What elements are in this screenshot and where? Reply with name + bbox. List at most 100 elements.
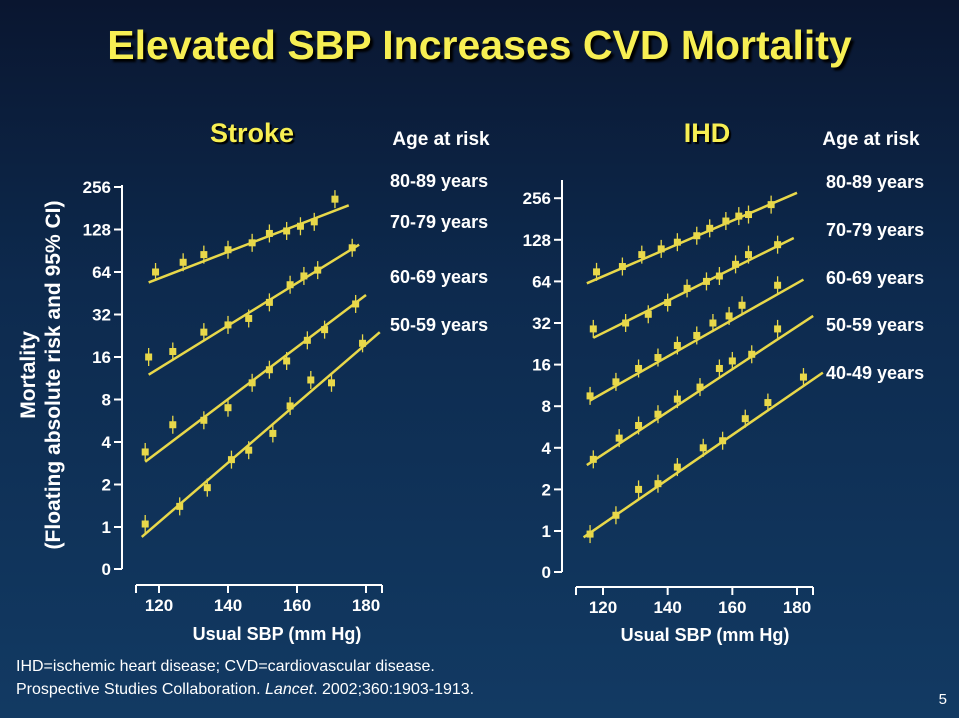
- data-point: [348, 244, 356, 252]
- data-point: [248, 239, 256, 247]
- y-tick-label: 0: [542, 563, 551, 582]
- series-70-79-years: [589, 235, 795, 339]
- legend-item: 80-89 years: [826, 172, 924, 192]
- data-point: [644, 310, 652, 318]
- data-point: [307, 376, 315, 384]
- data-point: [699, 444, 707, 452]
- x-tick-label: 160: [718, 598, 746, 617]
- data-point: [741, 415, 749, 423]
- data-point: [654, 480, 662, 488]
- fit-line: [147, 243, 360, 376]
- data-point: [612, 378, 620, 386]
- y-tick-label: 4: [542, 439, 552, 458]
- y-tick-label: 256: [523, 189, 551, 208]
- y-tick-label: 2: [102, 476, 111, 495]
- data-point: [586, 392, 594, 400]
- data-point: [774, 281, 782, 289]
- data-point: [265, 298, 273, 306]
- y-tick-label: 64: [532, 272, 551, 291]
- data-point: [638, 251, 646, 259]
- data-point: [200, 328, 208, 336]
- data-point: [265, 229, 273, 237]
- data-point: [141, 448, 149, 456]
- data-point: [654, 354, 662, 362]
- panel-title: IHD: [684, 118, 731, 148]
- y-tick-label: 128: [523, 231, 551, 250]
- slide-number: 5: [938, 691, 947, 708]
- data-point: [715, 364, 723, 372]
- citation-details: . 2002;360:1903-1913.: [313, 681, 475, 698]
- data-point: [227, 456, 235, 464]
- x-tick-label: 180: [352, 596, 380, 615]
- data-point: [245, 314, 253, 322]
- data-point: [296, 222, 304, 230]
- fit-line: [144, 293, 367, 463]
- series-50-59-years: [140, 331, 381, 538]
- data-point: [696, 383, 704, 391]
- y-tick-label: 4: [102, 433, 112, 452]
- data-point: [774, 241, 782, 249]
- data-point: [735, 212, 743, 220]
- data-point: [286, 402, 294, 410]
- legend-title: Age at risk: [822, 129, 920, 150]
- data-point: [764, 399, 772, 407]
- footnote-citation: Prospective Studies Collaboration. Lance…: [16, 681, 474, 699]
- series-80-89-years: [586, 191, 798, 285]
- data-point: [745, 211, 752, 219]
- data-point: [664, 299, 672, 307]
- data-point: [283, 357, 291, 365]
- data-point: [200, 416, 208, 424]
- legend-item: 50-59 years: [390, 315, 488, 335]
- data-point: [169, 348, 177, 356]
- legend-item: 80-89 years: [390, 171, 488, 191]
- data-point: [359, 339, 367, 347]
- y-tick-label: 64: [92, 263, 111, 282]
- series-40-49-years: [582, 368, 824, 544]
- data-point: [328, 379, 335, 387]
- data-point: [331, 195, 339, 203]
- y-tick-label: 0: [102, 560, 111, 579]
- data-point: [179, 258, 187, 266]
- data-point: [300, 272, 308, 280]
- data-point: [673, 341, 681, 349]
- y-axis-label-line1: Mortality: [17, 331, 40, 419]
- data-point: [774, 325, 782, 333]
- x-tick-label: 120: [589, 598, 617, 617]
- data-point: [767, 201, 775, 209]
- data-point: [673, 238, 681, 246]
- y-tick-label: 1: [102, 518, 111, 537]
- data-point: [176, 502, 184, 510]
- series-80-89-years: [148, 190, 350, 284]
- y-tick-label: 128: [83, 221, 111, 240]
- data-point: [615, 434, 623, 442]
- data-point: [586, 530, 594, 538]
- data-point: [683, 284, 691, 292]
- data-point: [618, 263, 626, 271]
- y-tick-label: 8: [102, 391, 111, 410]
- data-point: [224, 404, 232, 412]
- legend-title: Age at risk: [392, 129, 490, 150]
- series-50-59-years: [586, 314, 814, 469]
- data-point: [286, 281, 294, 289]
- legend-item: 60-69 years: [390, 267, 488, 287]
- data-point: [141, 520, 149, 528]
- y-tick-label: 256: [83, 178, 111, 197]
- data-point: [203, 484, 211, 492]
- y-tick-label: 32: [92, 306, 111, 325]
- data-point: [310, 218, 318, 226]
- data-point: [709, 319, 717, 327]
- data-point: [314, 266, 322, 274]
- legend-item: 50-59 years: [826, 315, 924, 335]
- series-70-79-years: [145, 238, 360, 376]
- data-point: [152, 268, 160, 276]
- ihd-chart: IHD Age at risk 0 1 2 4 8 16 32 64 128 256 120 140 160…: [523, 118, 924, 645]
- x-axis-label: Usual SBP (mm Hg): [193, 624, 362, 644]
- data-point: [303, 336, 311, 344]
- x-tick-label: 180: [783, 598, 811, 617]
- data-point: [719, 437, 727, 445]
- legend-item: 60-69 years: [826, 268, 924, 288]
- data-point: [593, 268, 601, 276]
- data-point: [732, 260, 740, 268]
- data-point: [612, 511, 620, 519]
- x-tick-label: 140: [653, 598, 681, 617]
